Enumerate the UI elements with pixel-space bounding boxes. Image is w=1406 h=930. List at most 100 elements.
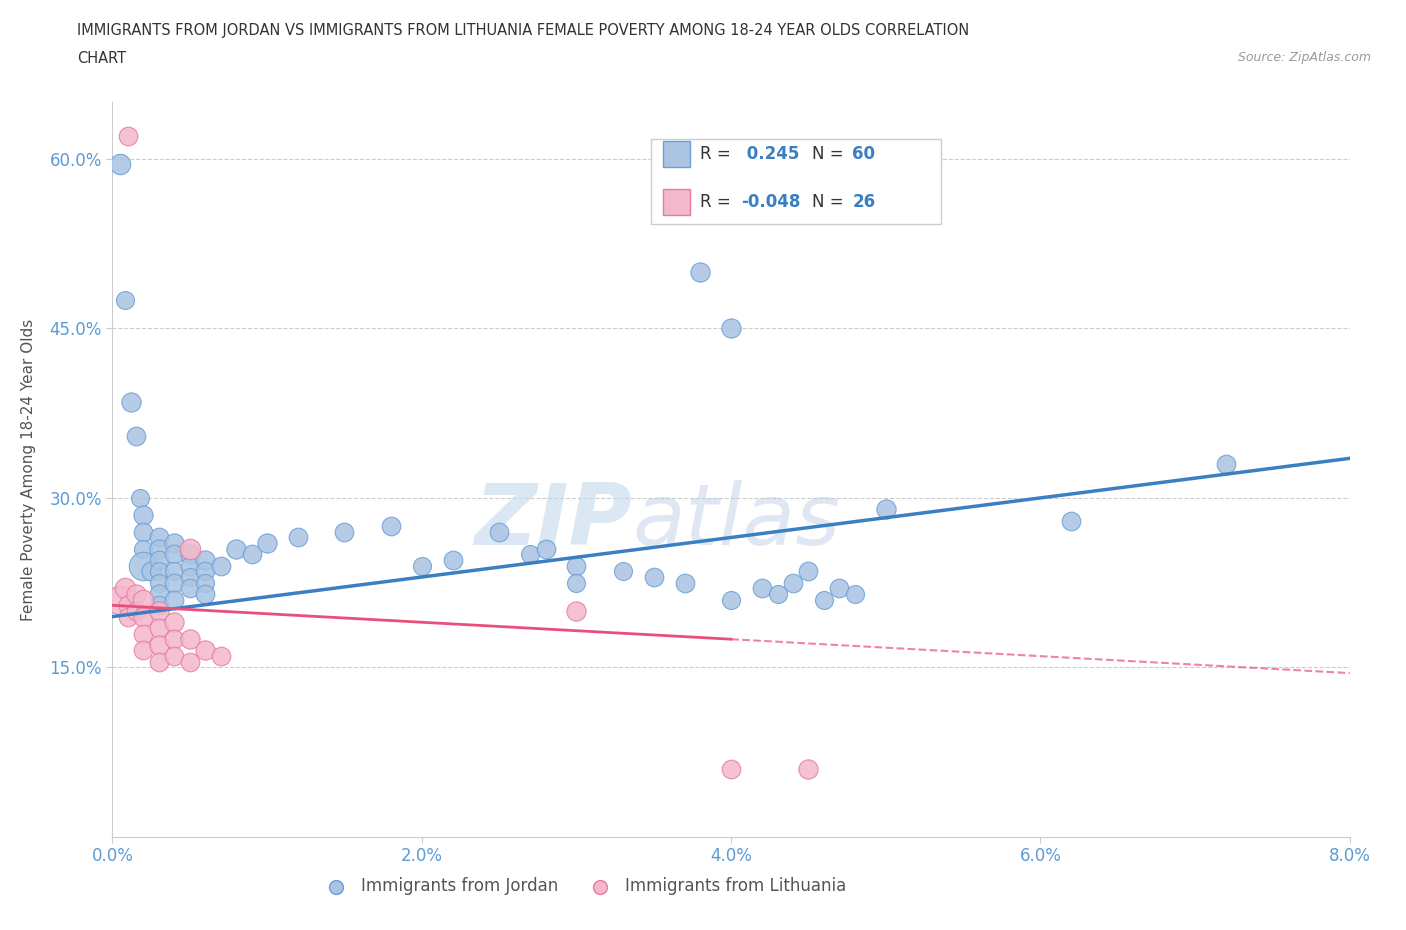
Point: [828, 581, 851, 596]
Point: [124, 587, 148, 602]
Point: [110, 592, 132, 607]
Point: [163, 631, 186, 646]
Point: [124, 429, 148, 444]
Point: [565, 576, 588, 591]
Point: [148, 655, 170, 670]
Point: [163, 564, 186, 578]
Point: [225, 541, 247, 556]
Point: [132, 626, 155, 641]
Text: atlas: atlas: [633, 480, 841, 563]
Text: Source: ZipAtlas.com: Source: ZipAtlas.com: [1237, 51, 1371, 64]
Point: [209, 649, 232, 664]
Point: [179, 569, 201, 584]
Point: [209, 558, 232, 573]
Point: [110, 157, 132, 172]
Point: [565, 558, 588, 573]
Point: [287, 530, 309, 545]
Point: [148, 587, 170, 602]
Point: [194, 576, 217, 591]
Text: N =: N =: [811, 145, 848, 163]
Point: [163, 592, 186, 607]
Point: [643, 569, 665, 584]
Text: R =: R =: [700, 145, 737, 163]
Point: [565, 604, 588, 618]
Point: [163, 547, 186, 562]
Point: [132, 609, 155, 624]
Bar: [664, 189, 690, 215]
Point: [194, 643, 217, 658]
Point: [720, 762, 742, 777]
Point: [380, 519, 402, 534]
Text: N =: N =: [811, 193, 848, 211]
Point: [194, 552, 217, 567]
Point: [333, 525, 356, 539]
Point: [179, 558, 201, 573]
Bar: [664, 141, 690, 167]
Point: [411, 558, 433, 573]
Point: [129, 490, 152, 505]
Point: [179, 541, 201, 556]
Point: [240, 547, 263, 562]
Text: 26: 26: [852, 193, 876, 211]
Point: [120, 394, 142, 409]
Point: [689, 264, 711, 279]
Point: [148, 598, 170, 613]
Point: [720, 321, 742, 336]
Point: [132, 643, 155, 658]
Point: [114, 293, 136, 308]
Text: 0.245: 0.245: [741, 145, 800, 163]
Point: [194, 587, 217, 602]
Point: [148, 620, 170, 635]
Point: [194, 564, 217, 578]
Point: [141, 564, 163, 578]
Point: [132, 541, 155, 556]
Point: [124, 604, 148, 618]
FancyBboxPatch shape: [651, 139, 942, 223]
Point: [132, 592, 155, 607]
Point: [117, 598, 139, 613]
Point: [148, 552, 170, 567]
Point: [782, 576, 804, 591]
Point: [813, 592, 835, 607]
Point: [766, 587, 789, 602]
Point: [673, 576, 696, 591]
Point: [117, 128, 139, 143]
Point: [256, 536, 278, 551]
Text: R =: R =: [700, 193, 737, 211]
Point: [844, 587, 866, 602]
Point: [148, 604, 170, 618]
Legend: Immigrants from Jordan, Immigrants from Lithuania: Immigrants from Jordan, Immigrants from …: [312, 870, 852, 902]
Point: [875, 502, 897, 517]
Point: [132, 508, 155, 523]
Point: [179, 655, 201, 670]
Point: [148, 564, 170, 578]
Point: [163, 536, 186, 551]
Point: [488, 525, 510, 539]
Point: [163, 649, 186, 664]
Text: IMMIGRANTS FROM JORDAN VS IMMIGRANTS FROM LITHUANIA FEMALE POVERTY AMONG 18-24 Y: IMMIGRANTS FROM JORDAN VS IMMIGRANTS FRO…: [77, 23, 970, 38]
Point: [751, 581, 773, 596]
Point: [1215, 457, 1237, 472]
Point: [148, 576, 170, 591]
Point: [519, 547, 541, 562]
Point: [720, 592, 742, 607]
Point: [1060, 513, 1083, 528]
Point: [534, 541, 557, 556]
Point: [441, 552, 464, 567]
Point: [179, 547, 201, 562]
Point: [132, 558, 155, 573]
Point: [163, 615, 186, 630]
Point: [148, 530, 170, 545]
Text: ZIP: ZIP: [474, 480, 633, 563]
Point: [148, 637, 170, 652]
Point: [797, 564, 820, 578]
Point: [117, 609, 139, 624]
Point: [179, 581, 201, 596]
Point: [797, 762, 820, 777]
Point: [179, 631, 201, 646]
Point: [612, 564, 634, 578]
Point: [114, 581, 136, 596]
Text: -0.048: -0.048: [741, 193, 800, 211]
Point: [163, 576, 186, 591]
Text: CHART: CHART: [77, 51, 127, 66]
